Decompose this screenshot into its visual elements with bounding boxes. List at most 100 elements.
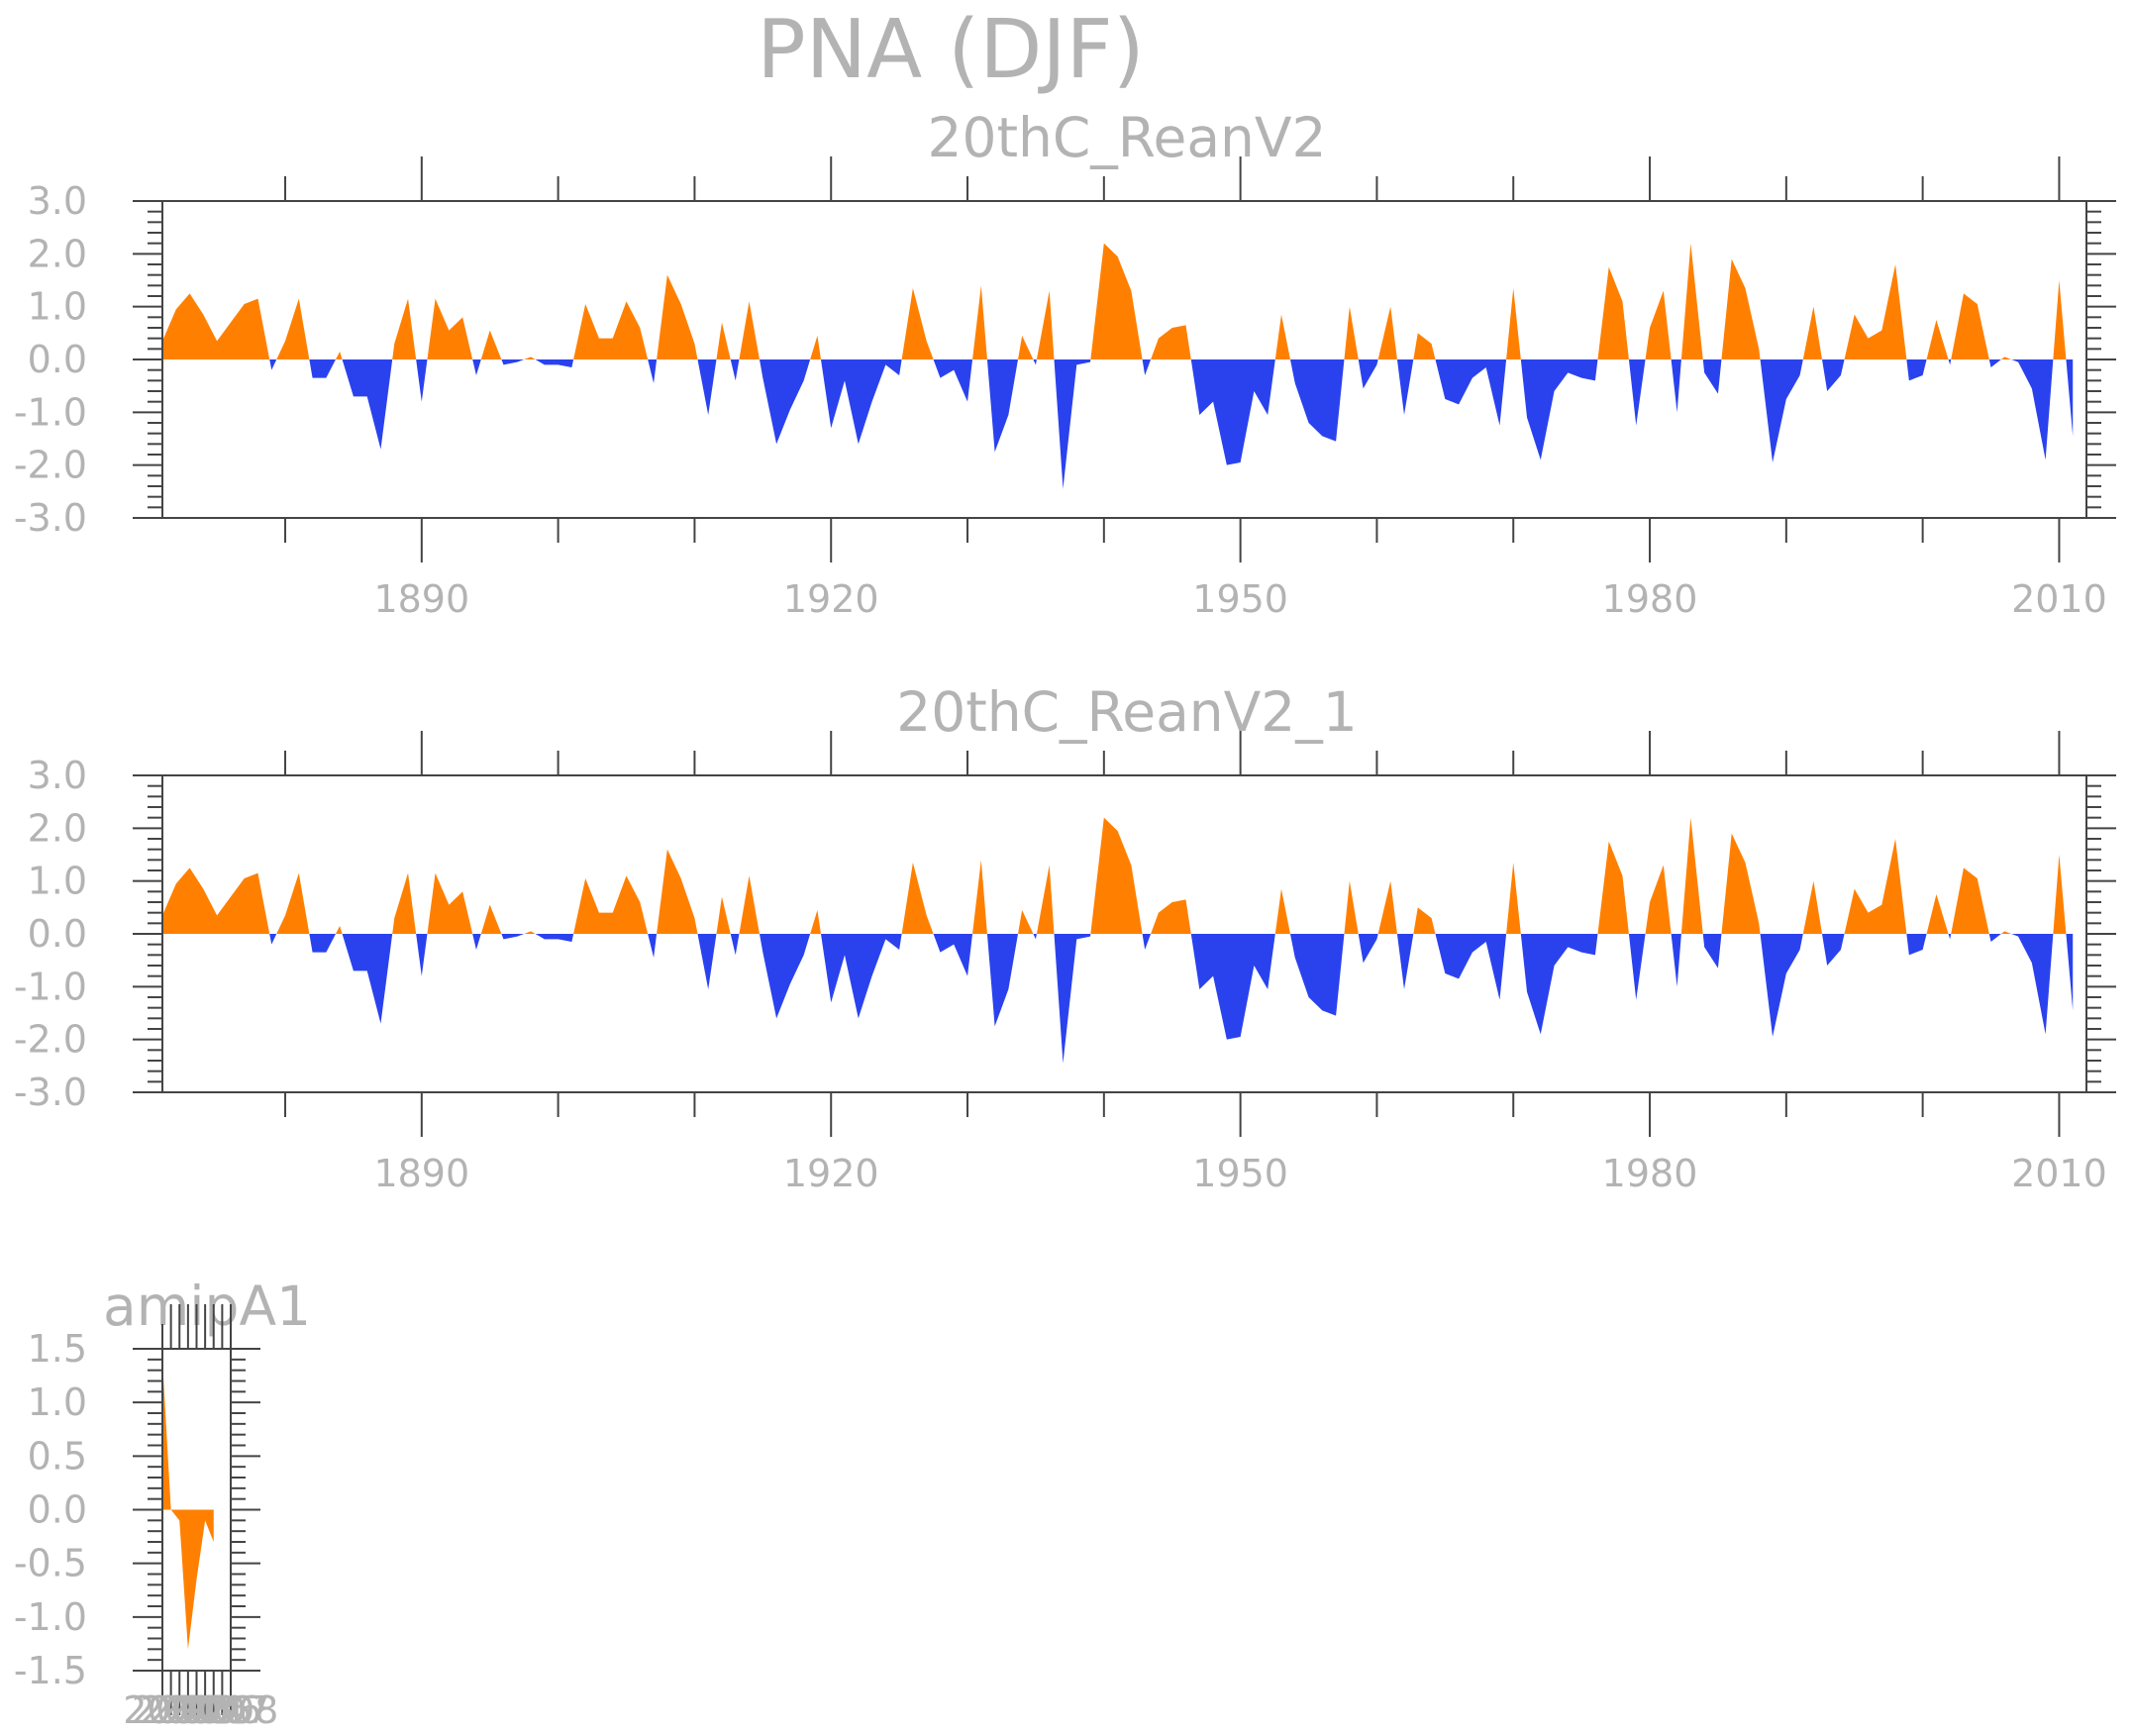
negative-area-3: [309, 359, 337, 378]
negative-area-31: [1054, 359, 1091, 489]
negative-area-21: [760, 359, 811, 445]
chart-panel-2: 20thC_ReanV2_1 -3.0 -2.0 -1.0 0.0 1.0 2.0 3.0 18…: [14, 680, 2116, 1195]
positive-area-8: [427, 298, 473, 359]
negative-area-63: [2011, 359, 2054, 460]
main-title: PNA (DJF): [757, 3, 1144, 97]
positive-area-58: [1926, 894, 1949, 934]
positive-area-64: [2053, 280, 2067, 359]
panel-title: 20thC_ReanV2_1: [896, 680, 1358, 744]
positive-area-4: [336, 352, 343, 359]
positive-area-36: [1274, 314, 1290, 359]
positive-area-48: [1645, 865, 1672, 934]
positive-area-34: [1151, 899, 1191, 934]
y-tick-label: 0.0: [28, 338, 87, 381]
negative-area-19: [730, 359, 740, 381]
y-tick-label: -1.0: [14, 1595, 87, 1639]
negative-area-55: [1822, 934, 1845, 966]
negative-area-3: [309, 934, 337, 953]
x-tick-label: 1950: [1192, 577, 1288, 621]
positive-area-56: [1844, 839, 1907, 934]
positive-area-0: [162, 1359, 214, 1650]
y-tick-label: 0.0: [28, 1488, 87, 1532]
y-tick-label: 1.0: [28, 285, 87, 329]
area-fills: [162, 243, 2074, 489]
positive-area-64: [2053, 855, 2067, 934]
y-axis: -3.0 -2.0 -1.0 0.0 1.0 2.0 3.0: [14, 179, 2116, 540]
negative-area-33: [1142, 934, 1152, 950]
y-tick-label: -2.0: [14, 1018, 87, 1062]
positive-area-0: [162, 293, 270, 359]
x-tick-label: 1980: [1602, 577, 1698, 621]
negative-area-55: [1822, 359, 1845, 391]
positive-area-28: [1018, 910, 1034, 934]
positive-area-54: [1802, 880, 1823, 934]
negative-area-21: [760, 934, 811, 1019]
positive-area-56: [1844, 264, 1907, 359]
positive-area-26: [972, 860, 987, 934]
negative-area-27: [986, 359, 1019, 453]
x-tick-label: 1950: [1192, 1152, 1288, 1195]
positive-area-30: [1036, 865, 1055, 934]
negative-area-65: [2066, 359, 2074, 437]
positive-area-10: [480, 330, 502, 359]
negative-area-51: [1702, 359, 1722, 394]
positive-area-0: [162, 868, 270, 934]
positive-area-58: [1926, 320, 1949, 359]
y-tick-label: 3.0: [28, 179, 87, 223]
positive-area-36: [1274, 888, 1290, 934]
positive-area-4: [336, 926, 343, 934]
negative-area-39: [1358, 359, 1378, 389]
positive-area-16: [657, 849, 698, 934]
negative-area-1: [269, 359, 277, 370]
y-tick-label: 1.0: [28, 1380, 87, 1424]
negative-area-59: [1948, 359, 1952, 365]
negative-area-13: [535, 934, 574, 942]
chart-panel-3: amipA1 -1.5 -1.0 -0.5 0.0 0.5 1.0 1.5 2001200220…: [14, 1275, 311, 1732]
positive-area-54: [1802, 306, 1823, 359]
negative-area-23: [820, 359, 902, 445]
positive-area-34: [1151, 325, 1191, 359]
area-fills: [162, 1359, 214, 1650]
negative-area-9: [472, 359, 481, 375]
negative-area-11: [501, 359, 525, 365]
positive-area-62: [2000, 357, 2012, 359]
positive-area-2: [276, 872, 310, 934]
negative-area-7: [416, 934, 428, 976]
positive-area-44: [1506, 288, 1521, 359]
positive-area-24: [901, 288, 934, 359]
positive-area-22: [810, 910, 821, 934]
panels: 20thC_ReanV2 -3.0 -2.0 -1.0 0.0 1.0 2.0 3.0 1890…: [14, 106, 2116, 1732]
positive-area-32: [1090, 243, 1143, 359]
positive-area-48: [1645, 290, 1672, 359]
negative-area-29: [1033, 934, 1037, 940]
positive-area-50: [1680, 817, 1703, 934]
positive-area-8: [427, 872, 473, 934]
positive-area-12: [524, 931, 536, 934]
positive-area-6: [392, 298, 417, 359]
negative-area-51: [1702, 934, 1722, 969]
negative-area-43: [1435, 934, 1507, 1000]
positive-area-2: [276, 298, 310, 359]
area-fills: [162, 817, 2074, 1064]
negative-area-25: [933, 359, 973, 402]
negative-area-35: [1190, 934, 1275, 1040]
negative-area-49: [1671, 359, 1681, 413]
negative-area-17: [697, 934, 717, 989]
x-axis: 1890 1920 1950 1980 2010: [284, 731, 2107, 1195]
positive-area-50: [1680, 243, 1703, 359]
y-tick-label: 2.0: [28, 806, 87, 850]
positive-area-6: [392, 872, 417, 934]
positive-area-60: [1951, 293, 1989, 359]
negative-area-11: [501, 934, 525, 940]
positive-area-18: [716, 896, 731, 934]
positive-area-42: [1413, 907, 1436, 934]
panel-title: 20thC_ReanV2: [927, 106, 1326, 169]
positive-area-20: [739, 875, 760, 934]
x-tick-label: 2002: [132, 1688, 228, 1732]
negative-area-17: [697, 359, 717, 415]
y-axis: -1.5 -1.0 -0.5 0.0 0.5 1.0 1.5: [14, 1327, 260, 1692]
negative-area-25: [933, 934, 973, 976]
negative-area-65: [2066, 934, 2074, 1011]
